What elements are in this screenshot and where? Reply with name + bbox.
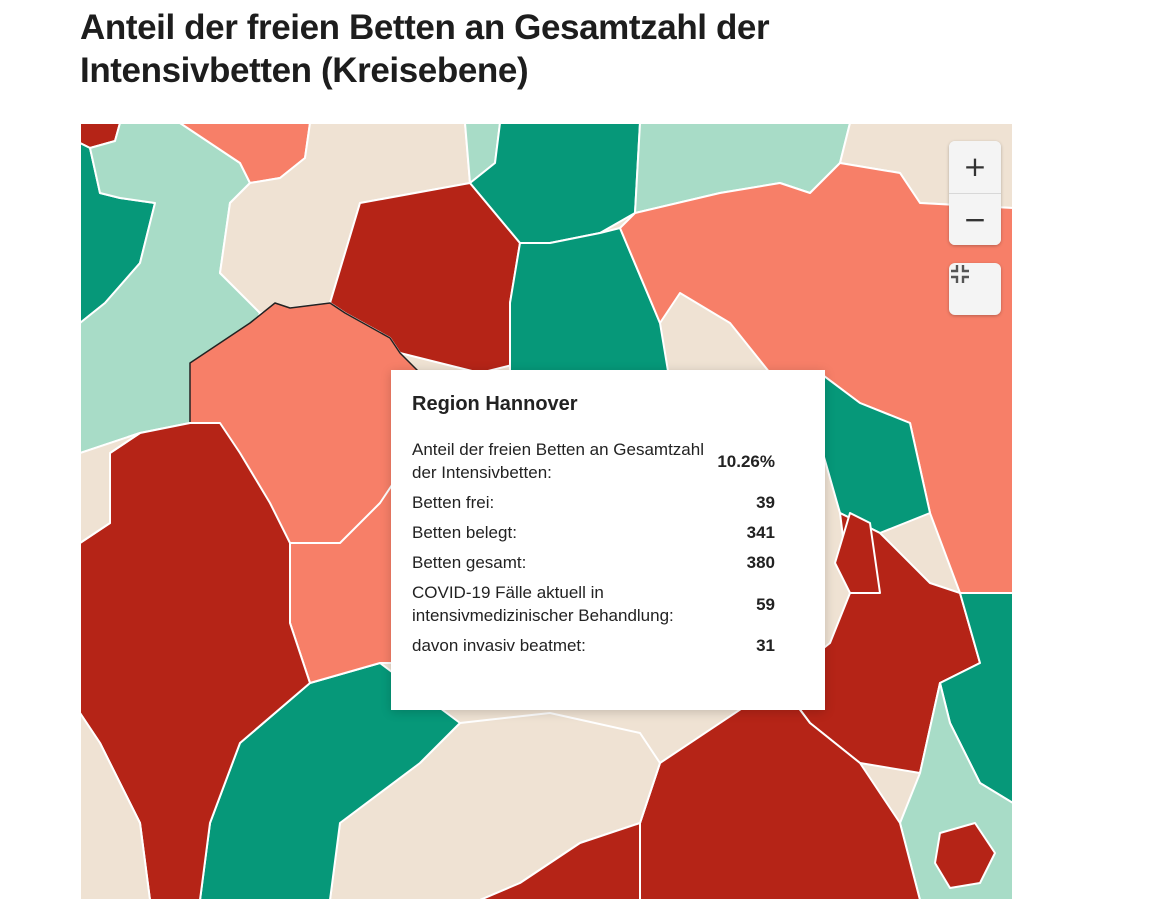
district-region <box>479 822 641 900</box>
district-region <box>509 227 671 384</box>
tooltip-row: Betten frei: 39 <box>412 488 775 518</box>
zoom-control: + − <box>949 141 1001 245</box>
district-regions[interactable] <box>80 123 1013 900</box>
stat-label: Betten frei: <box>412 493 495 512</box>
district-region <box>934 822 996 889</box>
tooltip-stats-table: Anteil der freien Betten an Gesamtzahl d… <box>412 435 775 661</box>
district-region <box>80 422 311 900</box>
map-title: Anteil der freien Betten an Gesamtzahl d… <box>80 8 770 90</box>
stat-value: 10.26% <box>717 451 775 471</box>
stat-value: 39 <box>756 493 775 512</box>
stat-value: 31 <box>756 636 775 655</box>
tooltip-row: davon invasiv beatmet: 31 <box>412 631 775 661</box>
choropleth-map[interactable]: + − <box>80 123 1013 900</box>
stat-label: Betten gesamt: <box>412 553 527 572</box>
district-region <box>80 712 151 900</box>
district-region <box>834 512 881 594</box>
fullscreen-button[interactable] <box>949 263 1001 315</box>
region-tooltip: Region Hannover Anteil der freien Betten… <box>391 370 825 710</box>
fullscreen-exit-icon <box>951 265 969 283</box>
stat-label: COVID-19 Fälle aktuell in intensivmedizi… <box>412 583 674 625</box>
stat-value: 341 <box>746 523 775 542</box>
stat-label: Anteil der freien Betten an Gesamtzahl d… <box>412 440 704 482</box>
stat-value: 380 <box>746 553 775 572</box>
tooltip-row: Betten belegt: 341 <box>412 518 775 548</box>
stat-label: davon invasiv beatmet: <box>412 636 586 655</box>
tooltip-region-name: Region Hannover <box>412 393 578 415</box>
tooltip-row: Betten gesamt: 380 <box>412 548 775 578</box>
district-region <box>80 432 141 544</box>
stat-value: 59 <box>756 594 775 614</box>
tooltip-row: Anteil der freien Betten an Gesamtzahl d… <box>412 435 775 488</box>
zoom-out-button[interactable]: − <box>949 193 1001 245</box>
tooltip-row: COVID-19 Fälle aktuell in intensivmedizi… <box>412 578 775 631</box>
zoom-in-button[interactable]: + <box>949 141 1001 193</box>
stat-label: Betten belegt: <box>412 523 517 542</box>
